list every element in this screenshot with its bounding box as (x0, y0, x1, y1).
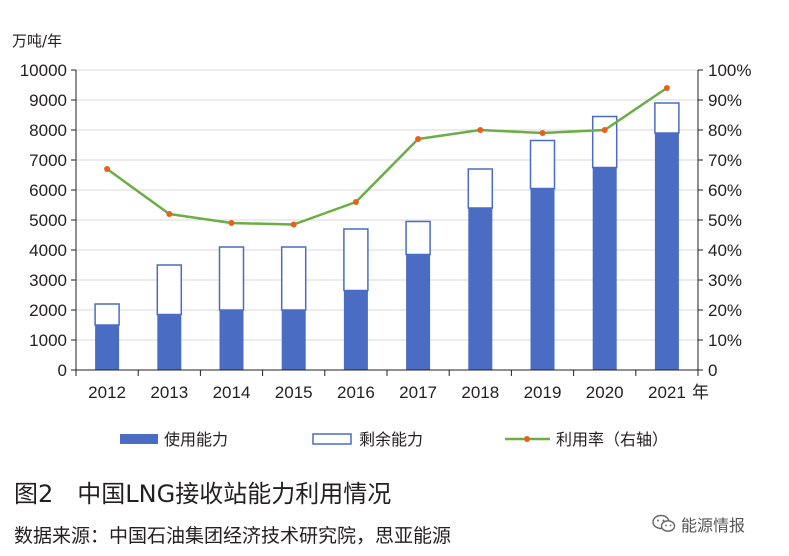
bar-remaining (156, 264, 183, 316)
left-tick-label: 10000 (20, 61, 67, 80)
bar-used (406, 254, 431, 370)
rate-point (601, 127, 608, 133)
right-tick-label: 20% (708, 301, 742, 320)
rate-line (104, 85, 670, 228)
bar-used (157, 314, 182, 370)
bar-remaining (94, 303, 120, 326)
right-tick-label: 50% (708, 211, 742, 230)
legend-label-rate: 利用率（右轴） (556, 430, 668, 449)
rate-point (477, 127, 484, 133)
x-tick-label: 2020 (586, 383, 624, 402)
x-tick-label: 2018 (461, 383, 499, 402)
rate-point (104, 166, 111, 172)
chart: 万吨/年 0 1000 2000 3000 4000 5000 6000 7000 8000 90… (12, 32, 751, 449)
bar-used (219, 310, 244, 370)
left-tick-label: 1000 (29, 331, 67, 350)
bar-used (281, 310, 306, 370)
axes (71, 69, 703, 376)
bars (94, 102, 680, 370)
rate-point (290, 221, 297, 228)
rate-point (539, 130, 546, 136)
x-tick-label: 2012 (88, 383, 126, 402)
legend-swatch-used (120, 434, 158, 444)
right-axis-ticks: 0 10% 20% 30% 40% 50% 60% 70% 80% 90% 100% (708, 61, 751, 380)
figure-caption: 图2 中国LNG接收站能力利用情况 (14, 480, 392, 508)
right-tick-label: 80% (708, 121, 742, 140)
bar-remaining (467, 168, 494, 209)
bar-remaining (218, 246, 245, 311)
right-tick-label: 60% (708, 181, 742, 200)
right-tick-label: 10% (708, 331, 742, 350)
left-tick-label: 7000 (29, 151, 67, 170)
x-axis-unit: 年 (692, 383, 709, 402)
legend: 使用能力 剩余能力 利用率（右轴） (120, 430, 668, 449)
left-tick-label: 9000 (29, 91, 67, 110)
bar-used (592, 167, 617, 370)
rate-point (166, 211, 173, 217)
watermark-text: 能源情报 (681, 516, 746, 535)
legend-marker-rate (524, 436, 530, 442)
right-tick-label: 100% (708, 61, 751, 80)
right-tick-label: 30% (708, 271, 742, 290)
right-tick-label: 40% (708, 241, 742, 260)
bar-remaining (654, 102, 680, 134)
bar-remaining (405, 220, 431, 256)
left-tick-label: 4000 (29, 241, 67, 260)
left-axis-ticks: 0 1000 2000 3000 4000 5000 6000 7000 8000 9000 100… (20, 61, 67, 380)
x-tick-label: 2016 (337, 383, 375, 402)
rate-point (415, 136, 422, 142)
bar-used (654, 133, 679, 370)
x-tick-label: 2019 (524, 383, 562, 402)
x-axis-ticks: 2012 2013 2014 2015 2016 2017 2018 2019 2020 2021 (88, 383, 686, 402)
x-tick-label: 2013 (150, 383, 188, 402)
bar-remaining (529, 139, 556, 190)
y-axis-unit: 万吨/年 (12, 32, 62, 50)
wechat-icon (652, 514, 676, 532)
left-tick-label: 0 (58, 361, 67, 380)
x-tick-label: 2015 (275, 383, 313, 402)
data-source: 数据来源：中国石油集团经济技术研究院，思亚能源 (14, 525, 452, 547)
left-tick-label: 8000 (29, 121, 67, 140)
watermark: 能源情报 (652, 512, 745, 536)
bar-used (95, 325, 120, 370)
left-tick-label: 2000 (29, 301, 67, 320)
legend-label-used: 使用能力 (164, 430, 228, 449)
right-tick-label: 0 (708, 361, 717, 380)
bar-used (468, 208, 493, 370)
x-tick-label: 2021 (648, 383, 686, 402)
rate-point (352, 199, 359, 205)
bar-used (530, 188, 555, 370)
left-tick-label: 5000 (29, 211, 67, 230)
x-tick-label: 2014 (213, 383, 251, 402)
legend-swatch-remaining (312, 433, 352, 445)
right-tick-label: 90% (708, 91, 742, 110)
bar-remaining (280, 246, 307, 311)
left-tick-label: 6000 (29, 181, 67, 200)
bar-used (343, 290, 368, 370)
x-tick-label: 2017 (399, 383, 437, 402)
right-tick-label: 70% (708, 151, 742, 170)
left-tick-label: 3000 (29, 271, 67, 290)
rate-point (663, 85, 670, 91)
bar-remaining (343, 228, 369, 292)
rate-point (228, 220, 235, 226)
rate-polyline (106, 86, 668, 226)
legend-label-remaining: 剩余能力 (359, 430, 423, 449)
